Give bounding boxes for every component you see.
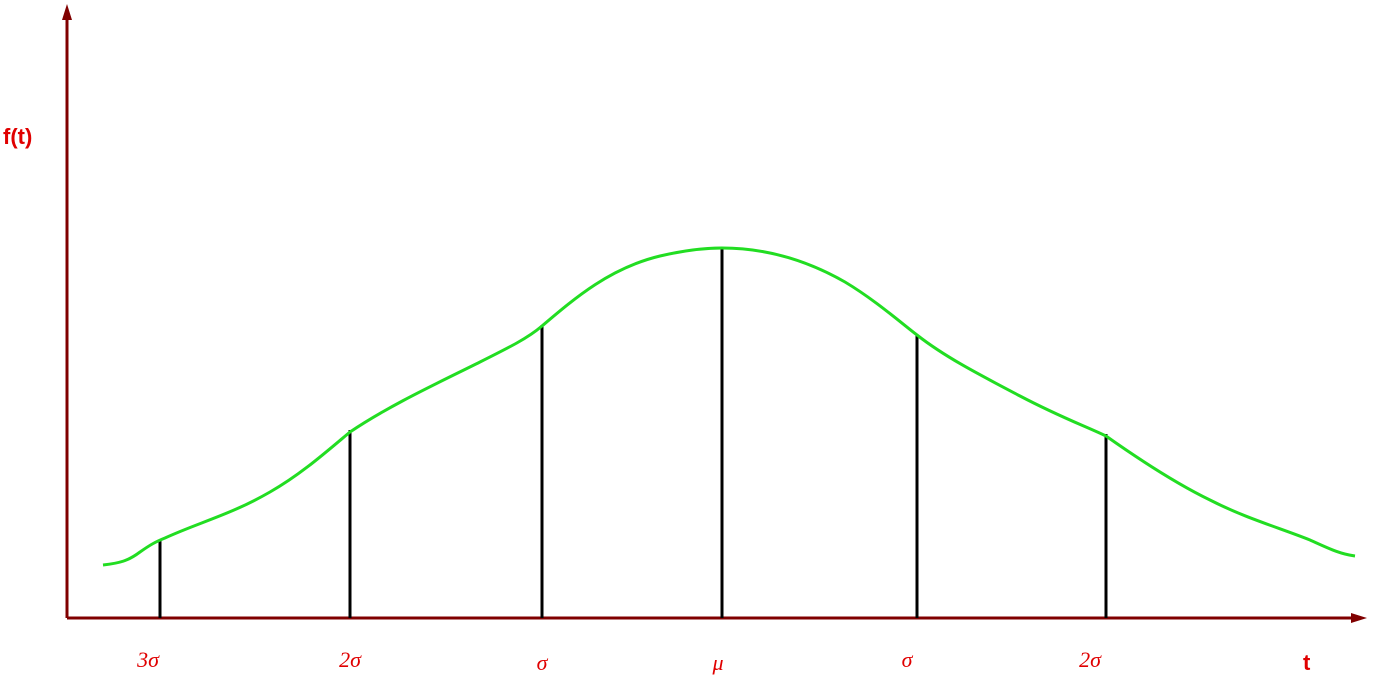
marker-label: 3σ bbox=[136, 647, 160, 672]
x-arrow bbox=[1351, 613, 1367, 623]
y-axis-label: f(t) bbox=[3, 124, 32, 149]
sigma-lines bbox=[158, 248, 1108, 618]
marker-label: 2σ bbox=[1079, 647, 1102, 672]
y-arrow bbox=[62, 4, 72, 20]
axes bbox=[62, 4, 1367, 623]
marker-label: σ bbox=[902, 647, 914, 672]
distribution-curve bbox=[102, 246, 1356, 567]
x-axis-label: t bbox=[1303, 650, 1311, 675]
marker-label: μ bbox=[711, 650, 723, 675]
marker-label: 2σ bbox=[339, 647, 362, 672]
marker-label: σ bbox=[537, 650, 549, 675]
